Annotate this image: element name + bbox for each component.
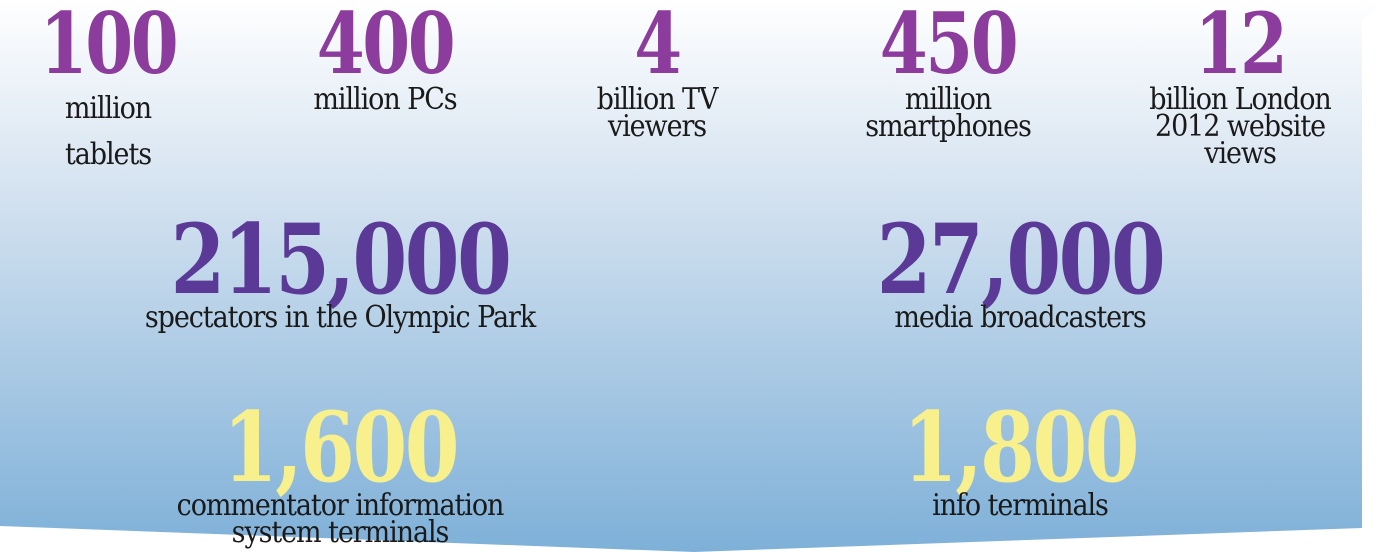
stat-label: million PCs — [313, 82, 457, 117]
stat: 100 million tablets — [0, 2, 408, 178]
stat-label: billion London — [1149, 82, 1332, 117]
stat-label: spectators in the Olympic Park — [144, 300, 536, 335]
stat-label: million — [64, 91, 152, 126]
stat-label: media broadcasters — [894, 300, 1146, 335]
stat-label: tablets — [64, 137, 152, 172]
stat-number: 4 — [634, 0, 682, 93]
stat-number: 12 — [1194, 0, 1288, 93]
stat-label: info terminals — [932, 488, 1109, 523]
stat: 400 million PCs — [85, 0, 685, 117]
stat: 1,600 commentator information system termi… — [40, 391, 640, 550]
stat-number: 450 — [879, 0, 1019, 93]
stat: 12 billion London 2012 website views — [940, 0, 1389, 171]
stat: 215,000 spectators in the Olympic Park — [40, 203, 640, 335]
stat: 450 million smartphones — [648, 0, 1248, 144]
stat: 1,800 info terminals — [720, 391, 1320, 523]
stat-number: 1,800 — [902, 391, 1140, 504]
stat-number: 100 — [39, 0, 179, 93]
stat-number: 27,000 — [876, 203, 1166, 316]
stat: 27,000 media broadcasters — [720, 203, 1320, 335]
stat-label: million — [904, 82, 992, 117]
stat-label: commentator information — [176, 488, 505, 523]
stat-label: smartphones — [865, 109, 1032, 144]
stat: 4 billion TV viewers — [357, 0, 957, 144]
stat-number: 215,000 — [170, 203, 512, 316]
stat-number: 400 — [316, 0, 456, 93]
stat-number: 1,600 — [222, 391, 460, 504]
stat-label: viewers — [607, 109, 707, 144]
stat-label: billion TV — [596, 82, 719, 117]
stat-label: 2012 website — [1154, 109, 1326, 144]
stat-label: system terminals — [231, 515, 450, 550]
stat-label: views — [1204, 136, 1277, 171]
